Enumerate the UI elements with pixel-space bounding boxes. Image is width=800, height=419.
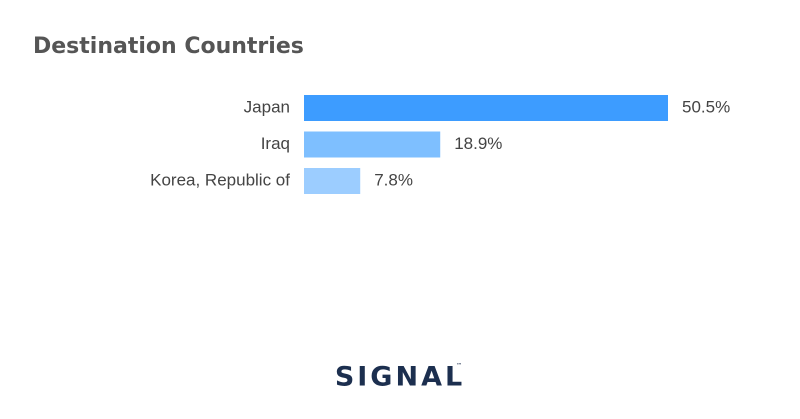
value-label: 7.8% (374, 170, 413, 189)
category-label: Japan (244, 97, 290, 116)
category-label: Korea, Republic of (150, 170, 290, 189)
chart-title: Destination Countries (33, 34, 304, 59)
value-label: 18.9% (454, 134, 502, 153)
bar (304, 168, 361, 194)
bar (304, 131, 441, 158)
trademark: ™ (456, 363, 462, 370)
category-label: Iraq (261, 134, 290, 153)
logo: SIGNAL (335, 362, 465, 393)
value-label: 50.5% (682, 97, 730, 116)
bar (304, 95, 668, 121)
